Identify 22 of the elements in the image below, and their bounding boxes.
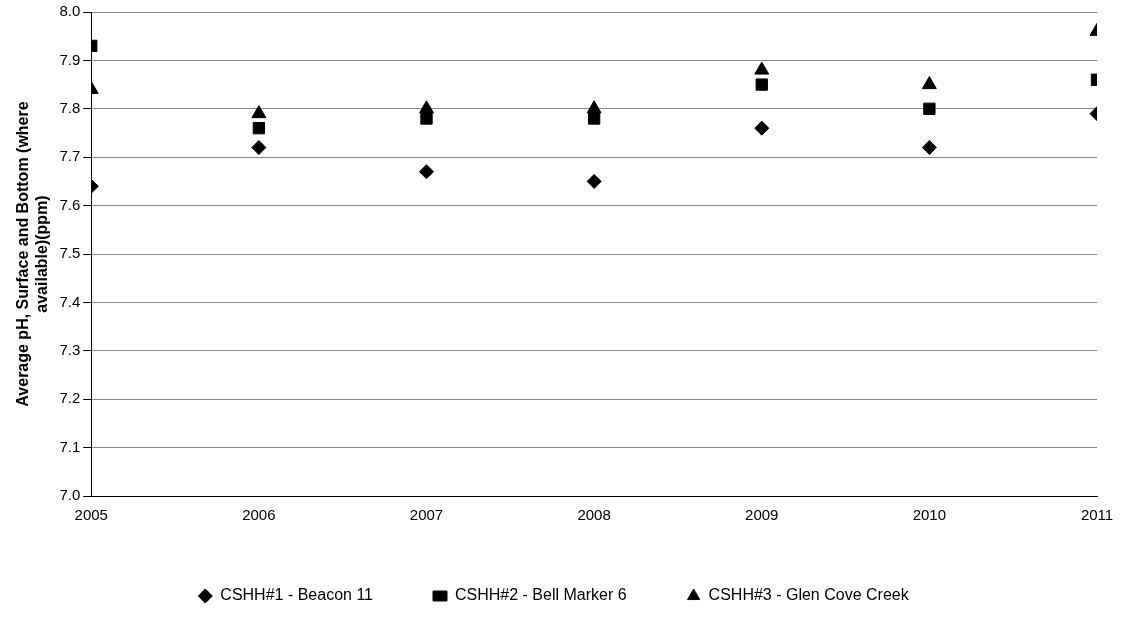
y-tick-label: 7.1 <box>59 437 81 455</box>
legend-label: CSHH#1 - Beacon 11 <box>220 586 374 604</box>
y-axis-title: Average pH, Surface and Bottom (where available)(ppm) <box>14 101 51 407</box>
y-tick-label: 7.6 <box>59 195 81 213</box>
x-tick-label: 2011 <box>1080 506 1114 524</box>
x-tick-label: 2007 <box>409 506 444 524</box>
y-tick-label: 7.5 <box>59 244 81 262</box>
x-tick-label: 2009 <box>745 506 779 524</box>
y-tick-label: 8.0 <box>59 2 81 20</box>
x-tick-label: 2008 <box>577 506 611 524</box>
x-tick-label: 2006 <box>242 506 276 524</box>
legend-label: CSHH#2 - Bell Marker 6 <box>455 586 627 604</box>
y-tick-label: 7.4 <box>59 292 81 310</box>
y-tick-label: 7.8 <box>59 98 81 116</box>
y-tick-label: 7.2 <box>59 389 81 407</box>
legend-label: CSHH#3 - Glen Cove Creek <box>708 586 910 604</box>
y-tick-label: 7.3 <box>59 340 81 358</box>
y-tick-label: 7.7 <box>59 147 81 165</box>
x-tick-label: 2005 <box>74 506 108 524</box>
x-tick-label: 2010 <box>912 506 947 524</box>
y-tick-label: 7.9 <box>59 50 81 68</box>
y-tick-label: 7.0 <box>59 486 81 504</box>
